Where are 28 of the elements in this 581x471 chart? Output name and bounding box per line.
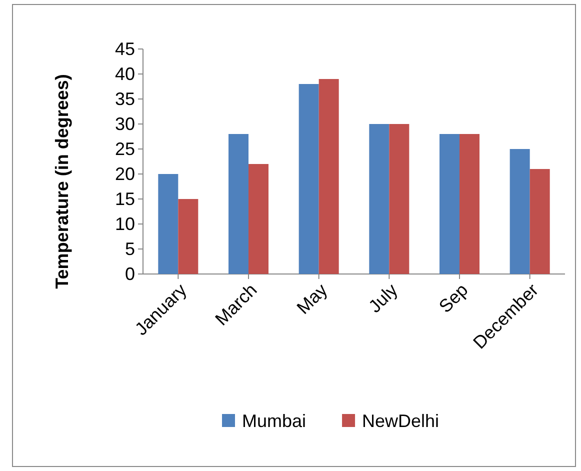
y-tick-label: 35 [114, 88, 135, 109]
y-tick-label: 5 [124, 238, 135, 259]
y-tick-label: 20 [114, 164, 135, 184]
bar [318, 79, 339, 274]
y-axis-title: Temperature (in degrees) [52, 74, 72, 289]
bar [530, 169, 550, 274]
bar [460, 134, 480, 274]
bar [389, 124, 410, 274]
y-tick-label: 25 [114, 138, 135, 159]
legend-label: Mumbai [242, 411, 306, 431]
y-tick-label: 0 [124, 264, 135, 284]
legend-label: NewDelhi [362, 411, 440, 431]
y-tick-label: 40 [114, 64, 135, 84]
bar [510, 149, 530, 274]
bar [369, 124, 390, 274]
x-tick-label: May [292, 280, 332, 318]
y-tick-label: 45 [114, 38, 135, 59]
bar [178, 199, 198, 274]
bar [440, 134, 460, 274]
y-tick-label: 30 [114, 114, 135, 134]
bar [228, 134, 248, 274]
y-tick-label: 15 [114, 188, 135, 209]
y-tick-label: 10 [114, 214, 135, 234]
bar [158, 174, 178, 274]
bar [298, 84, 319, 274]
x-tick-label: Sep [435, 280, 472, 317]
x-tick-label: July [364, 280, 402, 317]
bar [248, 164, 268, 274]
